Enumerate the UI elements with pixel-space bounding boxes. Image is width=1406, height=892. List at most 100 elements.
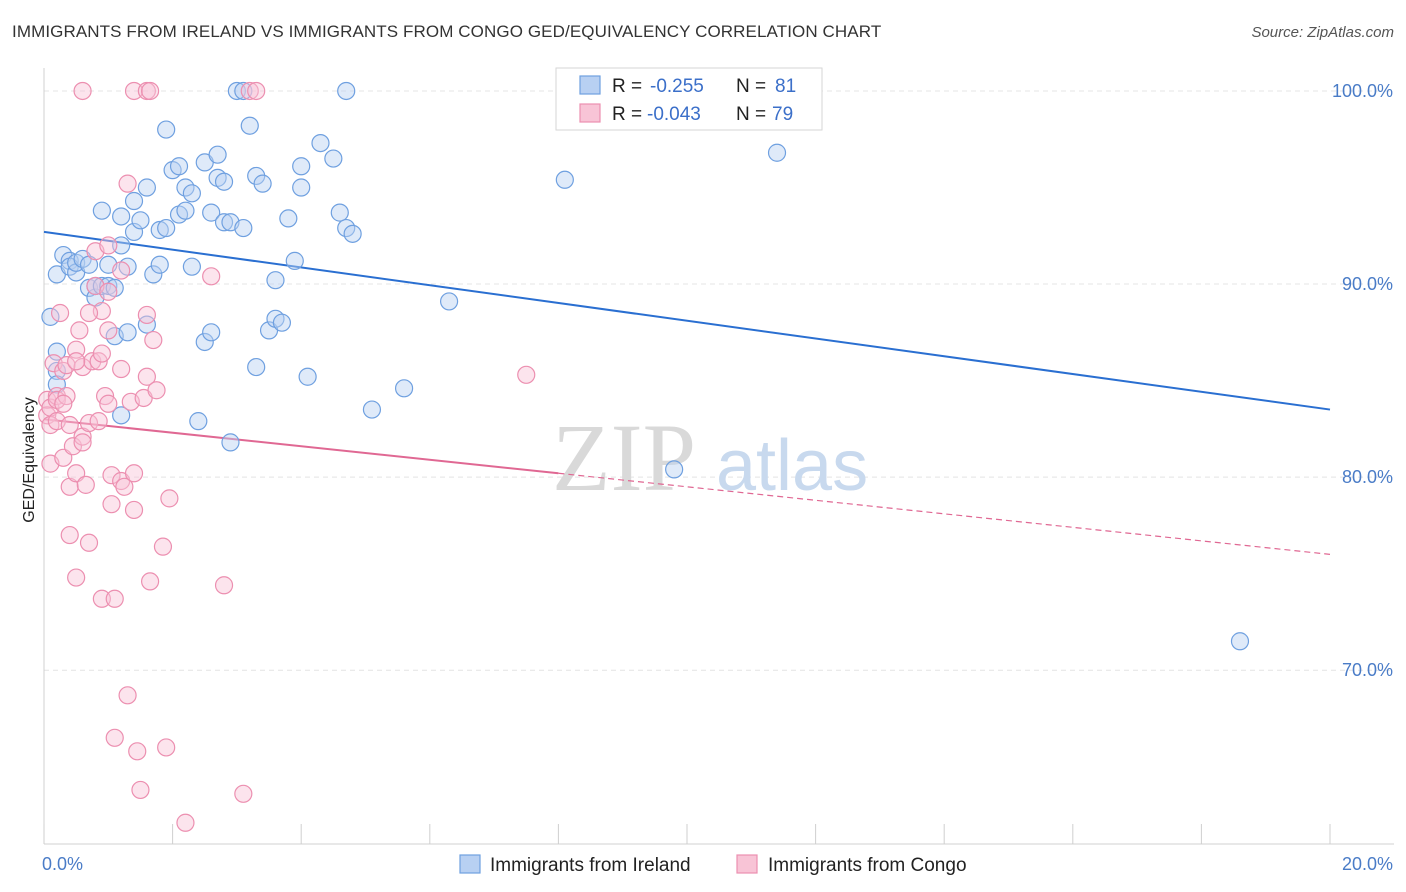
bottom-legend-swatch-congo [736,854,758,874]
y-tick-label-0: 100.0% [1332,81,1393,101]
point-congo-18 [67,464,86,483]
bottom-legend: Immigrants from Ireland Immigrants from … [459,854,967,876]
point-congo-16 [60,525,79,545]
point-congo-76 [67,352,86,371]
point-ireland-33 [150,220,169,240]
point-ireland-78 [555,170,574,189]
grid-lines [44,90,1394,671]
point-ireland-76 [394,379,414,398]
bottom-legend-swatch-ireland [459,854,481,874]
point-congo-74 [517,365,536,384]
point-ireland-46 [202,203,221,222]
legend-r-label-ireland: R = [612,76,642,97]
point-ireland-48 [208,145,227,164]
point-congo-49 [118,686,137,705]
legend-swatch-ireland [579,75,601,95]
watermark-zip: ZIP [552,404,696,511]
point-ireland-81 [1230,632,1250,651]
point-congo-72 [240,81,259,101]
trend-line-congo [43,418,559,475]
point-ireland-55 [234,81,253,101]
point-ireland-25 [118,323,137,342]
point-ireland-41 [182,184,201,203]
y-tick-label-1: 90.0% [1342,274,1393,294]
point-congo-10 [54,361,73,381]
chart-title: IMMIGRANTS FROM IRELAND VS IMMIGRANTS FR… [12,22,882,41]
point-congo-39 [99,394,118,413]
bottom-legend-label-ireland: Immigrants from Ireland [490,855,691,876]
point-congo-66 [124,81,144,101]
point-ireland-74 [343,224,362,243]
point-congo-48 [118,174,137,193]
point-ireland-23 [112,406,131,425]
point-ireland-22 [112,236,131,255]
point-congo-65 [73,81,92,101]
point-ireland-28 [131,211,150,230]
point-ireland-51 [214,172,234,191]
bottom-legend-label-congo: Immigrants from Congo [768,855,967,876]
watermark: ZIP atlas [552,404,868,511]
point-congo-28 [83,352,102,371]
y-tick-label-3: 70.0% [1342,660,1393,680]
point-congo-73 [247,81,266,101]
point-ireland-70 [311,133,330,153]
point-congo-77 [99,282,118,301]
legend-n-value-congo: 79 [772,104,793,125]
point-congo-75 [54,394,73,413]
legend-swatch-congo [579,103,601,123]
point-ireland-16 [92,201,111,220]
point-ireland-56 [234,218,253,238]
point-congo-26 [79,533,99,552]
point-congo-56 [137,367,156,386]
y-tick-label-2: 80.0% [1342,467,1393,487]
x-tick-label-1: 20.0% [1342,854,1393,874]
point-ireland-75 [362,400,382,419]
point-congo-9 [50,303,70,323]
trend-line-ireland [43,230,1331,411]
chart-source: Source: ZipAtlas.com [1251,24,1394,41]
point-ireland-21 [112,207,131,226]
point-congo-24 [73,433,92,452]
point-ireland-34 [157,120,176,139]
point-congo-47 [115,477,134,496]
trend-lines [43,230,1331,555]
point-ireland-79 [665,460,684,479]
point-congo-45 [112,359,131,379]
point-congo-19 [67,568,86,587]
point-congo-41 [102,495,121,514]
point-ireland-57 [240,116,259,135]
point-ireland-80 [767,143,787,162]
point-congo-35 [92,589,111,608]
point-ireland-38 [169,157,189,176]
data-points [38,81,1250,832]
point-ireland-66 [285,251,304,270]
point-ireland-47 [202,323,221,342]
point-ireland-68 [292,157,311,176]
point-congo-21 [70,321,89,340]
point-congo-43 [105,728,124,747]
point-congo-63 [160,489,179,508]
point-ireland-50 [214,213,234,232]
point-ireland-42 [182,257,201,276]
point-congo-11 [54,448,73,467]
point-congo-59 [144,330,163,350]
point-ireland-35 [157,218,176,238]
point-ireland-27 [124,191,144,211]
legend-r-value-congo: -0.043 [647,104,701,125]
point-congo-78 [79,303,99,323]
y-axis-label: GED/Equivalency [21,397,38,522]
point-congo-61 [153,537,173,556]
legend-r-value-ireland: -0.255 [650,76,704,97]
watermark-atlas: atlas [716,426,868,506]
point-congo-14 [60,415,79,435]
point-congo-70 [214,576,234,595]
point-congo-51 [124,464,144,483]
point-ireland-29 [137,178,156,197]
legend-r-label-congo: R = [612,104,642,125]
top-legend: R = -0.255 N = 81 R = -0.043 N = 79 [555,67,823,131]
point-congo-34 [92,344,111,363]
point-congo-13 [57,356,76,375]
tick-labels: 100.0% 90.0% 80.0% 70.0% 0.0% 20.0% [42,81,1393,874]
point-congo-69 [202,267,221,286]
